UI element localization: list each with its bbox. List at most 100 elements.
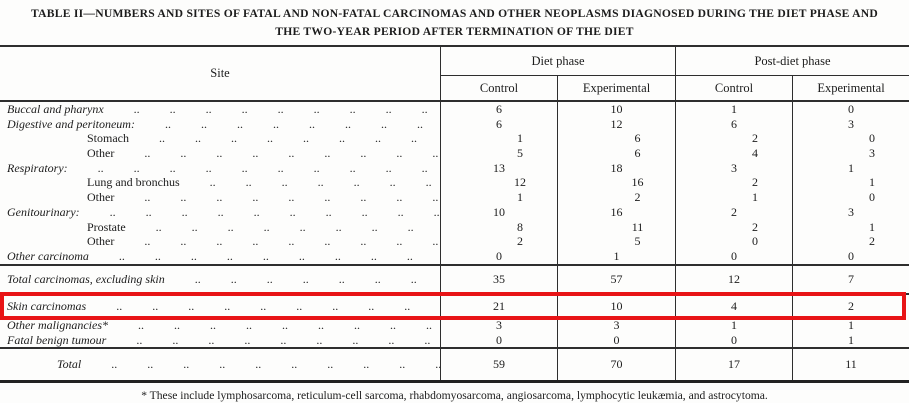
cell-diet-control: 13	[440, 160, 557, 176]
cell-diet-experimental: 12	[557, 116, 675, 132]
cell-diet-control: 12	[440, 175, 557, 191]
cell-post-experimental: 2	[792, 294, 909, 319]
row-label: Other	[87, 146, 115, 161]
table-row: Stomach .. .. .. .. .. .. .. .. .. .. ..…	[0, 131, 909, 147]
leader-dots: .. .. .. .. .. .. .. .. .. .. .. .. .. .…	[155, 219, 440, 234]
cell-post-control: 2	[675, 131, 792, 147]
cell-post-control: 12	[675, 265, 792, 293]
cell-diet-control: 6	[440, 102, 557, 117]
column-header-site: Site	[210, 66, 230, 80]
leader-dots: .. .. .. .. .. .. .. .. .. .. .. .. .. .…	[118, 248, 440, 263]
cell-diet-control: 6	[440, 116, 557, 132]
leader-dots: .. .. .. .. .. .. .. .. .. .. .. .. .. .…	[136, 332, 440, 347]
cell-diet-experimental: 11	[557, 219, 675, 235]
cell-post-control: 1	[675, 318, 792, 334]
cell-post-experimental: 3	[792, 116, 909, 132]
leader-dots: .. .. .. .. .. .. .. .. .. .. .. .. .. .…	[133, 102, 440, 116]
table-row: Buccal and pharynx .. .. .. .. .. .. .. …	[0, 102, 909, 117]
cell-diet-experimental: 16	[557, 175, 675, 191]
cell-post-control: 0	[675, 332, 792, 348]
cell-post-experimental: 0	[792, 190, 909, 206]
cell-diet-control: 3	[440, 318, 557, 334]
cell-post-control: 3	[675, 160, 792, 176]
leader-dots: .. .. .. .. .. .. .. .. .. .. .. .. .. .…	[209, 175, 440, 190]
leader-dots: .. .. .. .. .. .. .. .. .. .. .. .. .. .…	[116, 298, 440, 313]
cell-post-experimental: 1	[792, 175, 909, 191]
cell-post-control: 2	[675, 219, 792, 235]
table-body: Buccal and pharynx .. .. .. .. .. .. .. …	[0, 102, 909, 264]
cell-post-experimental: 1	[792, 318, 909, 334]
row-label: Fatal benign tumour	[7, 332, 107, 347]
cell-post-experimental: 1	[792, 160, 909, 176]
leader-dots: .. .. .. .. .. .. .. .. .. .. .. .. .. .…	[164, 116, 440, 131]
table-row: Respiratory: .. .. .. .. .. .. .. .. .. …	[0, 160, 909, 176]
table-title-line2: THE TWO-YEAR PERIOD AFTER TERMINATION OF…	[275, 25, 634, 38]
table-title: TABLE II—NUMBERS AND SITES OF FATAL AND …	[0, 0, 909, 45]
cell-post-control: 17	[675, 349, 792, 380]
cell-post-experimental: 3	[792, 146, 909, 162]
cell-diet-experimental: 10	[557, 294, 675, 319]
cell-post-control: 2	[675, 204, 792, 220]
cell-diet-experimental: 6	[557, 146, 675, 162]
table-row-fatal-benign-tumour: Fatal benign tumour .. .. .. .. .. .. ..…	[0, 332, 909, 348]
cell-diet-control: 1	[440, 190, 557, 206]
cell-diet-experimental: 10	[557, 102, 675, 117]
column-header-post-control: Control	[675, 76, 792, 100]
table-row: Other carcinoma .. .. .. .. .. .. .. .. …	[0, 248, 909, 264]
cell-post-control: 0	[675, 234, 792, 250]
table-title-line1: TABLE II—NUMBERS AND SITES OF FATAL AND …	[30, 7, 879, 20]
row-label: Total carcinomas, excluding skin	[7, 271, 165, 286]
cell-diet-experimental: 3	[557, 318, 675, 334]
cell-diet-experimental: 1	[557, 248, 675, 264]
cell-diet-control: 8	[440, 219, 557, 235]
table-row-grand-total: Total .. .. .. .. .. .. .. .. .. .. .. .…	[0, 347, 909, 380]
table-row: Lung and bronchus .. .. .. .. .. .. .. .…	[0, 175, 909, 191]
row-label: Other	[87, 190, 115, 205]
column-header-post-experimental: Experimental	[792, 76, 909, 100]
leader-dots: .. .. .. .. .. .. .. .. .. .. .. .. .. .…	[111, 356, 440, 371]
row-label: Stomach	[87, 131, 129, 146]
cell-diet-control: 5	[440, 146, 557, 162]
cell-post-control: 2	[675, 175, 792, 191]
row-label: Genitourinary:	[7, 204, 80, 219]
table-header: Site Diet phase Post-diet phase Control …	[0, 47, 909, 102]
table-row: Prostate .. .. .. .. .. .. .. .. .. .. .…	[0, 219, 909, 235]
table-row-skin-carcinomas: Skin carcinomas .. .. .. .. .. .. .. .. …	[0, 291, 909, 321]
column-header-diet-control: Control	[440, 76, 557, 100]
row-label: Buccal and pharynx	[7, 102, 104, 116]
row-label: Lung and bronchus	[87, 175, 180, 190]
leader-dots: .. .. .. .. .. .. .. .. .. .. .. .. .. .…	[138, 318, 440, 333]
cell-diet-control: 1	[440, 131, 557, 147]
row-label: Digestive and peritoneum:	[7, 116, 135, 131]
table-row: Genitourinary: .. .. .. .. .. .. .. .. .…	[0, 204, 909, 220]
cell-diet-control: 21	[440, 294, 557, 319]
footnote: * These include lymphosarcoma, reticulum…	[141, 388, 768, 402]
cell-diet-experimental: 18	[557, 160, 675, 176]
cell-diet-experimental: 70	[557, 349, 675, 380]
cell-diet-experimental: 6	[557, 131, 675, 147]
cell-post-experimental: 0	[792, 248, 909, 264]
row-label: Respiratory:	[7, 160, 68, 175]
table-row: Other .. .. .. .. .. .. .. .. .. .. .. .…	[0, 146, 909, 162]
cell-diet-control: 10	[440, 204, 557, 220]
cell-post-experimental: 1	[792, 219, 909, 235]
leader-dots: .. .. .. .. .. .. .. .. .. .. .. .. .. .…	[144, 190, 440, 205]
table-row-other-malignancies: Other malignancies* .. .. .. .. .. .. ..…	[0, 318, 909, 334]
column-group-post-diet-phase: Post-diet phase	[675, 47, 909, 76]
cell-post-control: 0	[675, 248, 792, 264]
cell-post-experimental: 0	[792, 131, 909, 147]
leader-dots: .. .. .. .. .. .. .. .. .. .. .. .. .. .…	[97, 160, 440, 175]
cell-diet-control: 0	[440, 332, 557, 348]
table-row: Other .. .. .. .. .. .. .. .. .. .. .. .…	[0, 234, 909, 250]
row-label: Prostate	[87, 219, 126, 234]
cell-post-control: 1	[675, 102, 792, 117]
row-label: Other malignancies*	[7, 318, 108, 333]
leader-dots: .. .. .. .. .. .. .. .. .. .. .. .. .. .…	[159, 131, 440, 146]
cell-diet-experimental: 5	[557, 234, 675, 250]
cell-post-control: 1	[675, 190, 792, 206]
row-label: Skin carcinomas	[7, 298, 87, 313]
cell-diet-control: 59	[440, 349, 557, 380]
row-label: Other	[87, 234, 115, 249]
cell-diet-experimental: 57	[557, 265, 675, 293]
